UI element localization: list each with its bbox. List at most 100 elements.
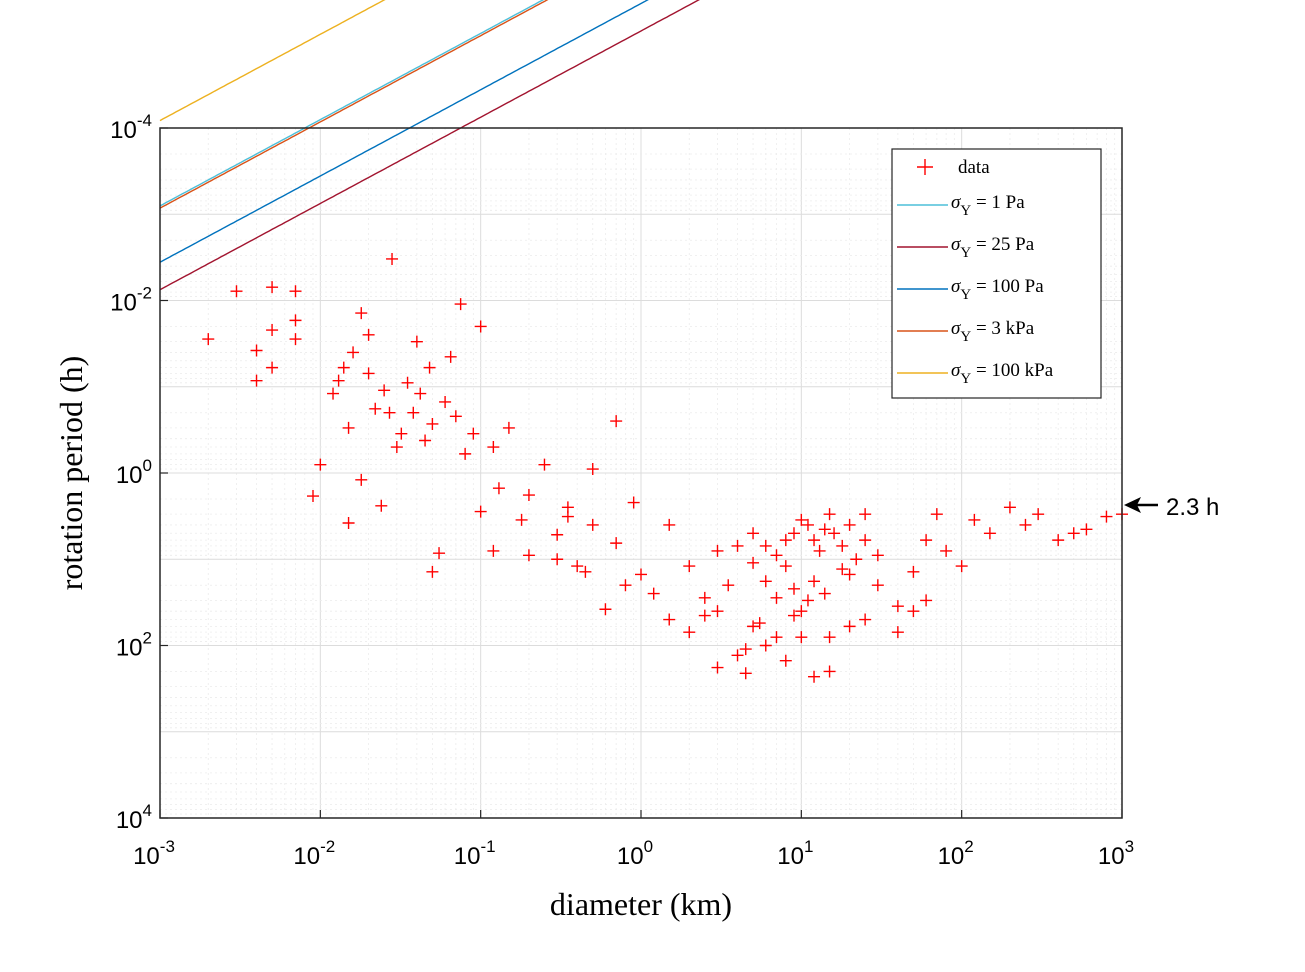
x-tick-label: 10-2: [293, 837, 335, 870]
data-point: [619, 579, 632, 592]
data-point: [871, 579, 884, 592]
data-point: [823, 665, 836, 678]
data-point: [722, 579, 735, 592]
data-point: [808, 575, 821, 588]
data-point: [627, 496, 640, 509]
data-point: [289, 314, 302, 327]
data-point: [390, 441, 403, 454]
data-point: [828, 527, 841, 540]
model-curves: [159, 0, 701, 291]
data-point: [739, 643, 752, 656]
data-point: [474, 505, 487, 518]
data-point: [599, 603, 612, 616]
data-point: [332, 374, 345, 387]
data-point: [202, 333, 215, 346]
x-tick-label: 101: [777, 837, 813, 870]
data-point: [1003, 501, 1016, 514]
data-point: [787, 527, 800, 540]
y-axis-label: rotation period (h): [53, 356, 89, 591]
data-point: [787, 609, 800, 622]
data-point: [747, 527, 760, 540]
data-point: [836, 563, 849, 576]
data-point: [342, 517, 355, 530]
data-points: [202, 252, 1128, 683]
data-point: [230, 285, 243, 298]
data-point: [779, 534, 792, 547]
data-point: [487, 441, 500, 454]
data-point: [610, 537, 623, 550]
data-point: [355, 307, 368, 320]
data-point: [487, 544, 500, 557]
legend-label: σY = 100 kPa: [951, 360, 1054, 387]
legend-label: σY = 1 Pa: [951, 192, 1025, 219]
data-point: [1100, 510, 1113, 523]
data-point: [801, 518, 814, 531]
legend-label: data: [958, 157, 990, 178]
data-point: [759, 575, 772, 588]
data-point: [818, 523, 831, 536]
data-point: [747, 620, 760, 633]
legend-item: σY = 100 kPa: [897, 360, 1054, 387]
data-point: [551, 528, 564, 541]
data-point: [579, 565, 592, 578]
data-point: [795, 513, 808, 526]
x-tick-label: 100: [617, 837, 653, 870]
data-point: [770, 631, 783, 644]
data-point: [459, 447, 472, 460]
data-point: [663, 613, 676, 626]
legend-box: [891, 148, 1102, 399]
model-curve-line: [159, 0, 545, 207]
data-point: [983, 527, 996, 540]
data-point: [401, 376, 414, 389]
data-point: [753, 617, 766, 630]
data-point: [378, 384, 391, 397]
data-point: [795, 605, 808, 618]
data-point: [407, 406, 420, 419]
data-point: [266, 281, 279, 294]
data-point: [731, 649, 744, 662]
data-point: [843, 518, 856, 531]
data-point: [836, 539, 849, 552]
data-point: [355, 473, 368, 486]
data-point: [522, 549, 535, 562]
data-point: [586, 518, 599, 531]
data-point: [823, 631, 836, 644]
data-point: [823, 508, 836, 521]
data-point: [698, 609, 711, 622]
model-curve-line: [159, 0, 386, 122]
data-point: [813, 544, 826, 557]
model-curve-line: [159, 0, 549, 209]
data-point: [859, 613, 872, 626]
legend-item-data: data: [917, 157, 990, 178]
annotation-2-3h: 2.3 h: [1124, 494, 1219, 521]
data-point: [423, 361, 436, 374]
data-point: [1019, 518, 1032, 531]
y-tick-label: 102: [116, 629, 152, 662]
legend-item: σY = 100 Pa: [897, 276, 1044, 303]
data-point: [955, 560, 968, 573]
data-point: [289, 333, 302, 346]
data-point: [907, 605, 920, 618]
data-point: [930, 508, 943, 521]
legend-item: σY = 1 Pa: [897, 192, 1025, 219]
x-axis-ticks: 10-3 10-2 10-1 100 101 102 103: [133, 810, 1134, 870]
data-point: [808, 670, 821, 683]
data-point: [683, 560, 696, 573]
data-point: [571, 560, 584, 573]
data-point: [759, 639, 772, 652]
data-point: [449, 410, 462, 423]
data-point: [306, 490, 319, 503]
data-point: [891, 600, 904, 613]
data-point: [586, 463, 599, 476]
x-axis-label: diameter (km): [550, 886, 732, 922]
data-point: [410, 335, 423, 348]
y-tick-label: 100: [116, 456, 152, 489]
data-point: [538, 458, 551, 471]
data-point: [439, 395, 452, 408]
y-tick-label: 10-2: [110, 284, 152, 317]
model-curve-line: [159, 0, 649, 263]
legend: data σY = 1 Pa σY = 25 Pa σY = 100 Pa σY = 3…: [891, 148, 1102, 399]
legend-label: σY = 3 kPa: [951, 318, 1035, 345]
data-point: [250, 374, 263, 387]
